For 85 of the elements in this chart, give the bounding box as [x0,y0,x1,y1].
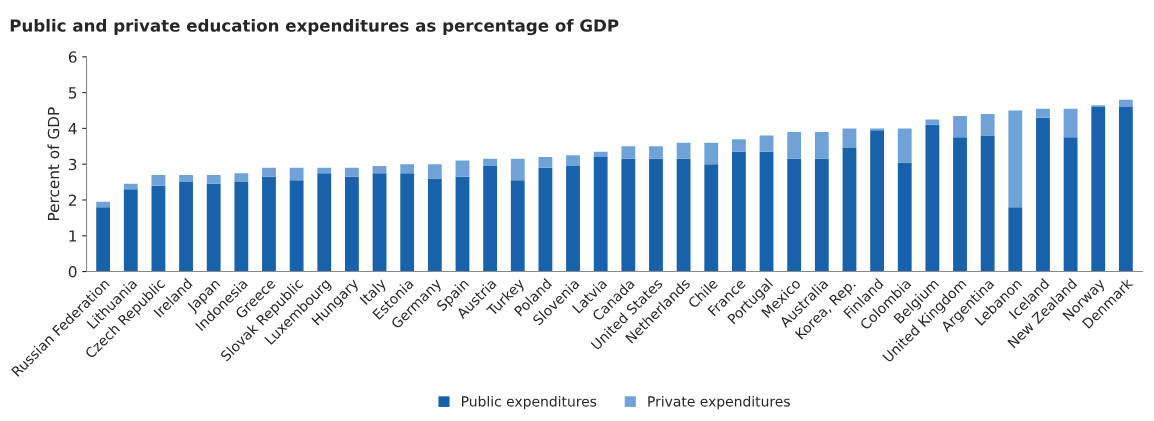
bar [538,157,553,168]
bar [842,148,857,272]
bar [262,167,276,177]
bar [842,128,857,149]
bar [289,180,304,272]
chart-title: Public and private education expenditures as percentage of GDP [10,18,619,36]
bar [455,160,470,177]
bar [593,151,608,158]
bar [980,135,995,272]
bar [400,173,415,272]
bar [123,189,138,272]
bar [870,130,885,272]
bar [455,176,470,272]
bar [925,119,940,125]
bar [1063,108,1078,138]
bar [814,158,829,272]
bar [566,155,580,166]
bar [206,183,221,272]
bar [483,158,498,166]
bar [206,174,221,184]
bar [400,164,415,174]
bar [345,167,359,177]
bar [1008,207,1023,272]
y-tick-label: 5 [68,87,77,99]
bar [1118,106,1133,272]
bar [317,173,332,272]
bar [317,167,332,174]
bar [179,174,193,183]
bar [897,162,912,272]
bar [980,114,995,136]
bar [179,182,193,272]
bar [1091,106,1106,272]
bar [704,164,719,272]
bar [427,164,442,179]
bar [483,165,498,272]
bar [814,131,829,159]
bar [1118,99,1133,107]
bar [345,176,359,272]
bar [372,165,387,174]
bar [566,165,580,272]
bar [704,142,719,165]
bar [897,128,912,163]
bar [953,115,967,138]
legend-label: Private expenditures [648,395,790,410]
bar [953,137,967,272]
bar [123,183,138,190]
bar [731,139,746,152]
y-tick-label: 1 [69,230,77,242]
bar [593,157,608,272]
bar [676,142,691,159]
bar [538,167,553,272]
bar [262,176,276,272]
bar [234,182,249,272]
y-axis-title: Percent of GDP [47,107,60,221]
bar [427,178,442,272]
legend-label: Public expenditures [462,395,597,410]
bar [510,158,525,181]
y-tick-label: 0 [68,266,77,278]
y-tick-label: 2 [68,194,76,206]
bar [759,135,774,152]
bar [649,146,663,159]
bar [787,131,802,159]
bar [621,158,636,272]
bar [759,151,774,272]
bar [649,158,663,272]
bar [372,173,387,272]
bar [151,185,166,272]
bar [1036,117,1050,272]
bar [621,146,636,159]
bar [510,180,525,272]
bar [289,167,304,181]
bar [787,158,802,272]
y-tick-label: 6 [68,51,77,63]
y-tick-label: 4 [68,123,77,135]
bar [1008,110,1023,208]
bar [1036,108,1050,118]
bar [731,151,746,272]
bar [676,158,691,272]
y-tick-label: 3 [68,158,77,171]
bar [96,207,111,272]
bar [925,124,940,272]
bar [1063,137,1078,272]
bar [234,173,249,183]
bar [96,201,111,208]
bar [151,174,166,186]
